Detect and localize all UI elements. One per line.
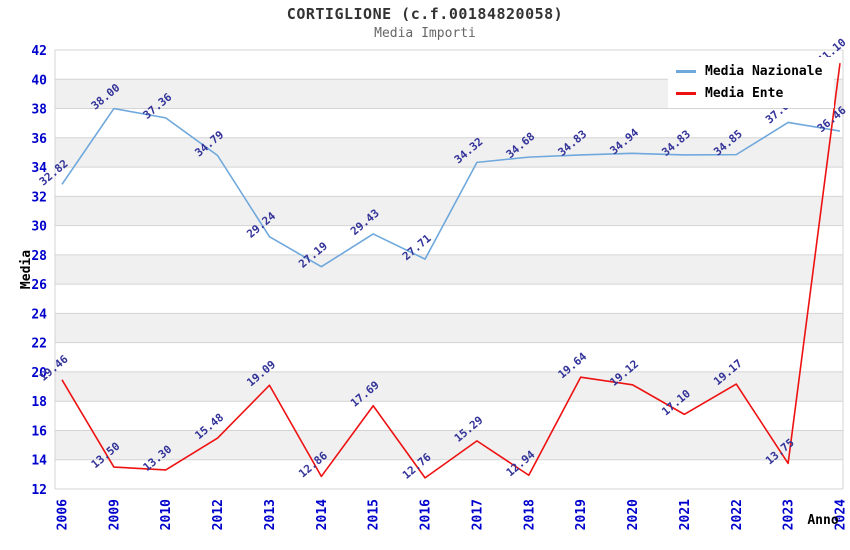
svg-text:42: 42 bbox=[31, 44, 47, 59]
svg-text:2020: 2020 bbox=[626, 499, 641, 530]
svg-text:38: 38 bbox=[31, 103, 47, 118]
svg-text:2021: 2021 bbox=[678, 499, 693, 530]
svg-text:14: 14 bbox=[31, 454, 47, 469]
legend-label: Media Ente bbox=[705, 86, 784, 101]
svg-text:32: 32 bbox=[31, 190, 47, 205]
legend-item-media-nazionale: Media Nazionale bbox=[676, 64, 822, 79]
svg-text:Media: Media bbox=[19, 250, 34, 289]
svg-text:28: 28 bbox=[31, 249, 47, 264]
svg-text:18: 18 bbox=[31, 395, 47, 410]
svg-text:16: 16 bbox=[31, 424, 47, 439]
legend-label: Media Nazionale bbox=[705, 64, 823, 79]
svg-text:2023: 2023 bbox=[782, 499, 797, 530]
svg-text:12: 12 bbox=[31, 483, 47, 498]
svg-text:2018: 2018 bbox=[522, 499, 537, 530]
media-nazionale-line-swatch bbox=[676, 70, 696, 73]
svg-text:2015: 2015 bbox=[367, 499, 382, 530]
svg-text:24: 24 bbox=[31, 307, 47, 322]
svg-text:2022: 2022 bbox=[730, 499, 745, 530]
chart-title: CORTIGLIONE (c.f.00184820058) bbox=[286, 5, 564, 23]
svg-text:34: 34 bbox=[31, 161, 47, 176]
legend: Media Nazionale Media Ente bbox=[668, 57, 835, 108]
media-ente-line-swatch bbox=[676, 92, 696, 95]
svg-text:2010: 2010 bbox=[159, 499, 174, 530]
svg-text:40: 40 bbox=[31, 73, 47, 88]
svg-text:20: 20 bbox=[31, 366, 47, 381]
svg-text:2016: 2016 bbox=[419, 499, 434, 530]
svg-text:2006: 2006 bbox=[56, 499, 71, 530]
svg-text:2012: 2012 bbox=[211, 499, 226, 530]
svg-text:2024: 2024 bbox=[834, 499, 849, 530]
svg-text:2017: 2017 bbox=[470, 499, 485, 530]
svg-text:2009: 2009 bbox=[107, 499, 122, 530]
svg-text:26: 26 bbox=[31, 278, 47, 293]
svg-text:Anno: Anno bbox=[807, 513, 838, 528]
svg-text:30: 30 bbox=[31, 220, 47, 235]
svg-text:22: 22 bbox=[31, 337, 47, 352]
svg-text:2019: 2019 bbox=[574, 499, 589, 530]
svg-text:2013: 2013 bbox=[263, 499, 278, 530]
chart-subtitle: Media Importi bbox=[374, 26, 476, 41]
legend-item-media-ente: Media Ente bbox=[676, 86, 822, 101]
svg-text:36: 36 bbox=[31, 132, 47, 147]
svg-text:2014: 2014 bbox=[315, 499, 330, 530]
